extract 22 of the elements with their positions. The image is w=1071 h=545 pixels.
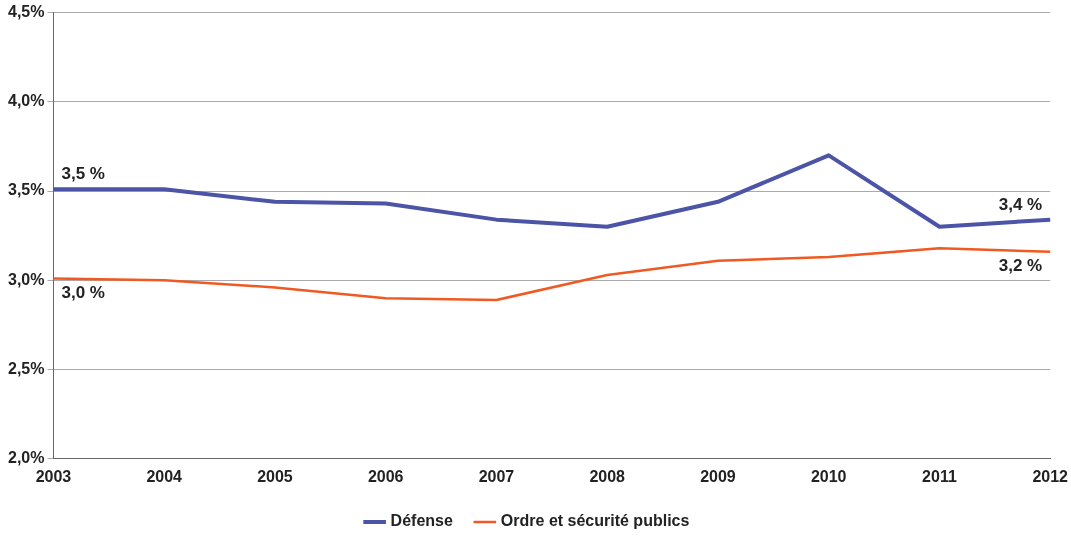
y-tick-label: 3,5%: [8, 181, 45, 199]
y-tick-label: 4,0%: [8, 92, 45, 110]
annotation: 3,4 %: [998, 194, 1043, 214]
x-tick-label: 2008: [589, 467, 626, 485]
x-tick-label: 2003: [35, 467, 72, 485]
y-tick-label: 4,5%: [8, 3, 45, 21]
annotation: 3,5 %: [61, 164, 105, 184]
x-tick-label: 2004: [146, 467, 183, 485]
x-tick-label: 2007: [478, 467, 515, 485]
x-tick-label: 2006: [367, 467, 404, 485]
annotation: 3,0 %: [61, 282, 105, 302]
x-tick-label: 2012: [1032, 467, 1069, 485]
x-tick-label: 2009: [700, 467, 736, 485]
x-tick-label: 2010: [810, 467, 847, 485]
annotation: 3,2 %: [998, 255, 1043, 275]
legend-label: Défense: [390, 512, 453, 530]
y-tick-label: 2,0%: [8, 449, 45, 467]
y-tick-label: 3,0%: [8, 270, 45, 288]
x-tick-label: 2011: [922, 467, 957, 485]
legend-label: Ordre et sécurité publics: [500, 512, 690, 530]
x-tick-label: 2005: [257, 467, 293, 485]
y-tick-label: 2,5%: [8, 359, 45, 377]
